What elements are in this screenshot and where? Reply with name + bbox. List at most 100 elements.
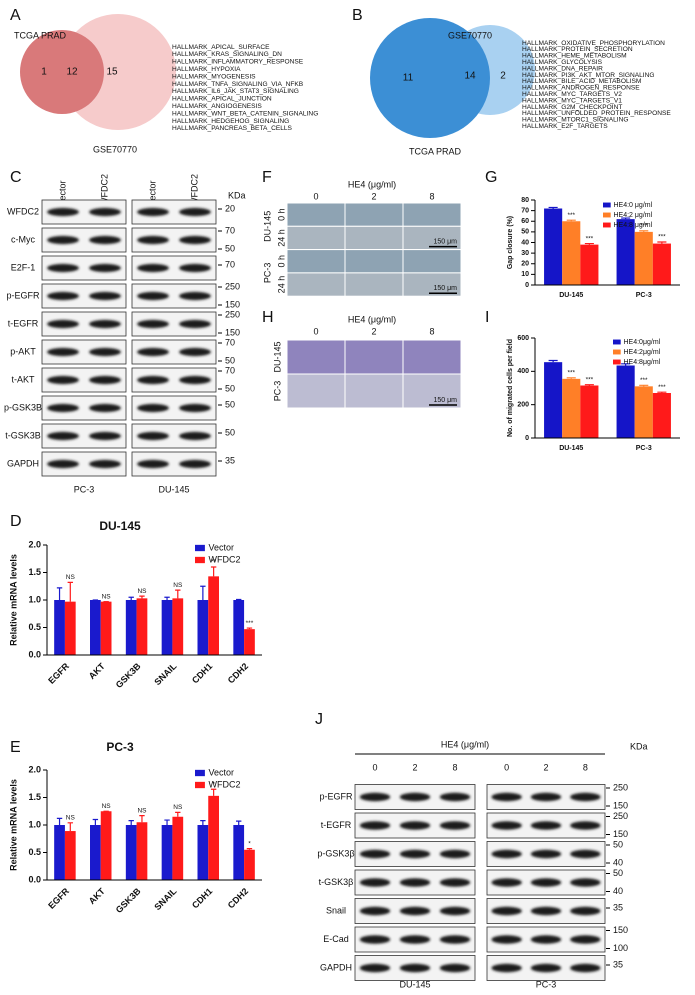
panel-label: A [10,7,21,24]
chart-title: PC-3 [106,740,134,754]
band [530,935,562,944]
hallmark-term: HALLMARK_G2M_CHECKPOINT [522,104,622,111]
y-axis-label: Gap closure (%) [507,216,514,269]
significance: NS [102,803,112,810]
marker-label: 250 [225,281,240,291]
band [179,235,211,245]
row-label: 24 h [276,276,286,294]
bar [208,576,219,655]
band [89,319,121,329]
y-axis-label: Relative mRNA levels [8,554,18,646]
bar [90,600,101,655]
band [570,821,601,830]
hallmark-term: HALLMARK_PROTEIN_SECRETION [522,46,633,53]
hallmark-term: HALLMARK_BILE_ACID_METABOLISM [522,78,641,85]
row-label: GAPDH [320,962,352,972]
y-tick-label: 0.5 [28,847,41,857]
y-tick-label: 1.5 [28,567,41,577]
hallmark-term: HALLMARK_PI3K_AKT_MTOR_SIGNALING [522,72,655,79]
error-bar [200,585,206,600]
error-bar [584,242,594,245]
bar [64,601,76,655]
bar [125,600,137,655]
y-tick-label: 80 [521,197,529,204]
error-bar [657,391,667,393]
bar [208,795,219,880]
band [47,263,79,273]
chart-title: DU-145 [99,519,141,533]
y-tick-label: 50 [521,229,529,236]
row-label: t-GSK3β [319,877,354,887]
column-label: 0 [313,191,318,201]
bar [197,600,209,655]
venn-count: 1 [41,67,47,78]
bar [90,825,101,880]
legend-swatch [603,212,611,218]
band [89,403,121,413]
band [399,821,431,830]
significance: NS [102,593,112,600]
band [399,792,431,802]
band [359,963,391,973]
venn-set-1 [20,30,104,114]
band [89,291,121,301]
row-label: 0 h [276,208,286,221]
x-tick-label: DU-145 [559,445,583,452]
micrograph [344,225,404,251]
legend-label: HE4:2 μg/ml [614,212,653,219]
x-tick-label: CDH1 [190,886,214,910]
hallmark-term: HALLMARK_ANDROGEN_RESPONSE [522,85,640,92]
band [47,347,79,357]
micrograph [402,339,462,375]
band [439,935,471,944]
band [439,963,471,973]
legend-swatch [195,544,205,552]
band [491,821,522,830]
micrograph [402,272,462,297]
error-bar [92,818,99,825]
marker-label: 150 [225,327,240,337]
row-label: p-AKT [10,346,36,356]
band [570,792,601,802]
band [47,319,79,329]
micrograph [286,225,346,251]
bar [616,219,635,285]
marker-label: 150 [613,925,628,935]
bar [172,598,184,655]
blot-title: HE4 (μg/ml) [441,739,489,749]
hallmark-term: HALLMARK_MYC_TARGETS_V1 [522,97,622,104]
marker-label: 250 [613,811,628,821]
band [570,849,601,859]
legend-swatch [603,222,611,228]
legend-swatch [195,781,205,789]
panel-label: F [262,169,272,186]
error-bar [621,217,631,220]
error-bar [548,206,558,209]
bar [197,825,209,880]
y-tick-label: 20 [521,261,529,268]
marker-label: 20 [225,203,235,213]
hallmark-term: HALLMARK_HEDGEHOG_SIGNALING [172,118,289,125]
row-label: c-Myc [11,234,35,244]
micrograph [286,339,346,375]
lane-label: 0 [372,762,377,772]
band [89,431,121,441]
legend-swatch [195,769,205,777]
band [530,821,562,830]
band [47,235,79,245]
x-tick-label: CDH2 [226,886,250,910]
x-tick-label: DU-145 [559,292,583,299]
error-bar [175,811,181,817]
lane-label: 2 [412,762,417,772]
error-bar [246,848,253,850]
y-tick-label: 10 [521,271,529,278]
error-bar [164,819,170,825]
row-label: 24 h [276,229,286,247]
marker-label: 250 [613,782,628,792]
hallmark-term: HALLMARK_IL6_JAK_STAT3_SIGNALING [172,88,299,95]
bar [136,598,148,655]
bar [161,600,173,655]
group-label: DU-145 [399,979,430,989]
marker-label: 50 [613,839,623,849]
band [137,431,169,441]
